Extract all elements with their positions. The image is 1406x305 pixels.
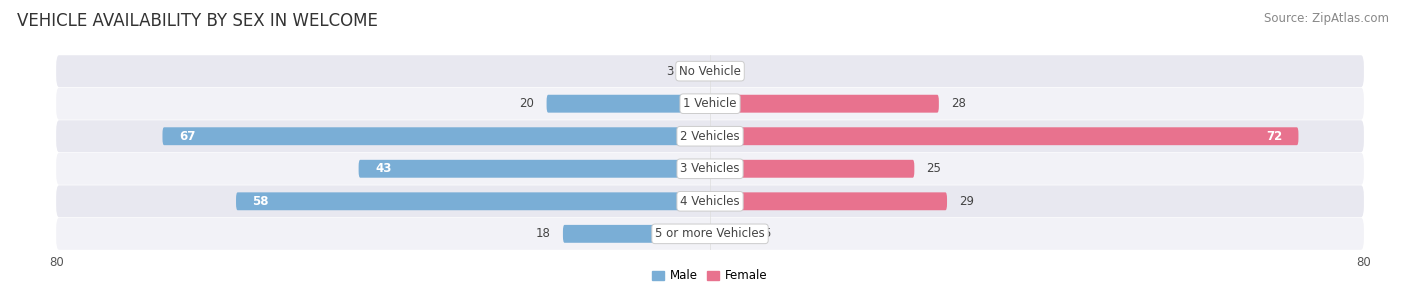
Text: 18: 18 bbox=[536, 227, 551, 240]
FancyBboxPatch shape bbox=[710, 192, 948, 210]
FancyBboxPatch shape bbox=[547, 95, 710, 113]
FancyBboxPatch shape bbox=[56, 153, 1364, 185]
FancyBboxPatch shape bbox=[359, 160, 710, 178]
FancyBboxPatch shape bbox=[236, 192, 710, 210]
Text: No Vehicle: No Vehicle bbox=[679, 65, 741, 78]
Text: 2 Vehicles: 2 Vehicles bbox=[681, 130, 740, 143]
Text: 0: 0 bbox=[723, 65, 730, 78]
Text: 28: 28 bbox=[950, 97, 966, 110]
Text: 29: 29 bbox=[959, 195, 974, 208]
FancyBboxPatch shape bbox=[710, 225, 751, 243]
Text: 67: 67 bbox=[179, 130, 195, 143]
Text: 20: 20 bbox=[519, 97, 534, 110]
FancyBboxPatch shape bbox=[56, 55, 1364, 87]
FancyBboxPatch shape bbox=[56, 88, 1364, 120]
Text: 3: 3 bbox=[666, 65, 673, 78]
Text: 3 Vehicles: 3 Vehicles bbox=[681, 162, 740, 175]
Text: 1 Vehicle: 1 Vehicle bbox=[683, 97, 737, 110]
Text: VEHICLE AVAILABILITY BY SEX IN WELCOME: VEHICLE AVAILABILITY BY SEX IN WELCOME bbox=[17, 12, 378, 30]
FancyBboxPatch shape bbox=[710, 95, 939, 113]
Text: 72: 72 bbox=[1265, 130, 1282, 143]
Legend: Male, Female: Male, Female bbox=[648, 265, 772, 287]
FancyBboxPatch shape bbox=[710, 160, 914, 178]
Text: 5: 5 bbox=[763, 227, 770, 240]
Text: 58: 58 bbox=[252, 195, 269, 208]
FancyBboxPatch shape bbox=[562, 225, 710, 243]
Text: 4 Vehicles: 4 Vehicles bbox=[681, 195, 740, 208]
FancyBboxPatch shape bbox=[710, 127, 1299, 145]
FancyBboxPatch shape bbox=[56, 218, 1364, 250]
FancyBboxPatch shape bbox=[163, 127, 710, 145]
FancyBboxPatch shape bbox=[56, 185, 1364, 217]
Text: 43: 43 bbox=[375, 162, 391, 175]
Text: 25: 25 bbox=[927, 162, 942, 175]
FancyBboxPatch shape bbox=[56, 120, 1364, 152]
FancyBboxPatch shape bbox=[686, 62, 710, 80]
Text: Source: ZipAtlas.com: Source: ZipAtlas.com bbox=[1264, 12, 1389, 25]
Text: 5 or more Vehicles: 5 or more Vehicles bbox=[655, 227, 765, 240]
